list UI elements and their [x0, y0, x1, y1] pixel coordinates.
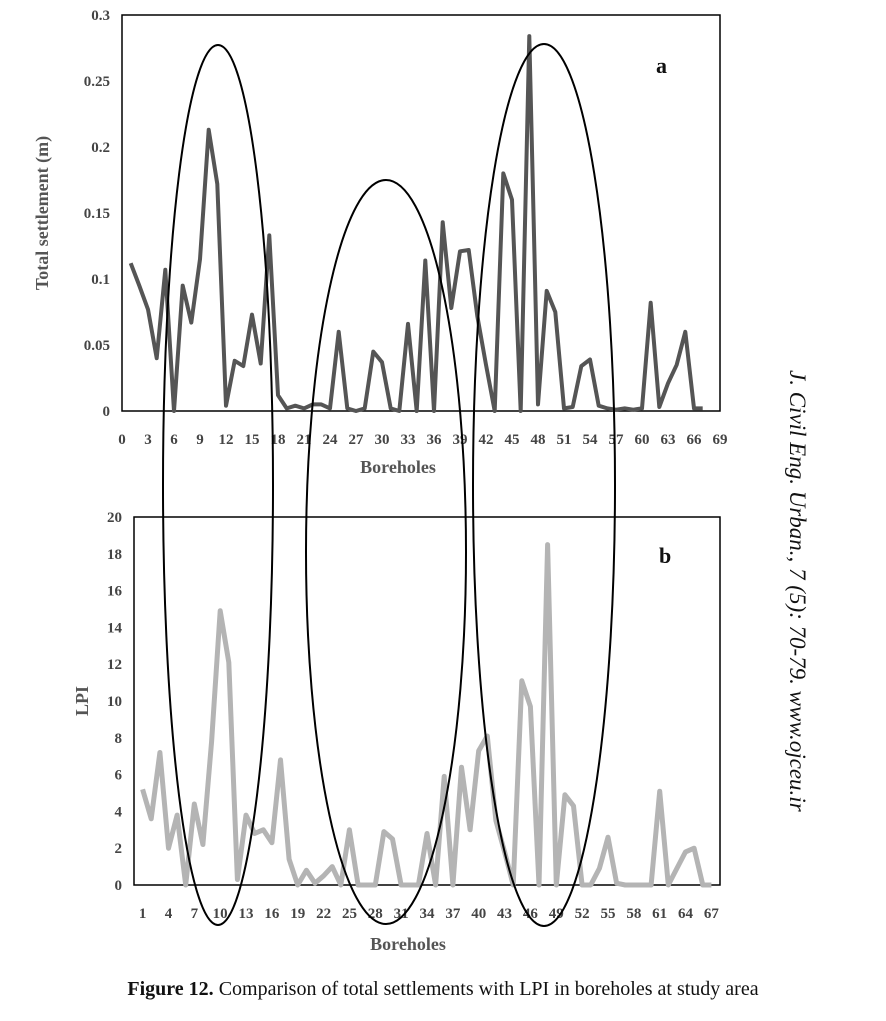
panel-b-x-tick-label: 1 [139, 906, 147, 922]
panel-a-x-tick-label: 12 [219, 432, 234, 448]
panel-b-x-tick-label: 7 [191, 906, 199, 922]
panel-b-x-tick-label: 43 [497, 906, 512, 922]
panel-a-x-tick-label: 69 [713, 432, 728, 448]
panel-b-y-ticks: 0 2 4 6 8 10 12 14 16 18 20 [107, 510, 123, 894]
panel-a-x-tick-label: 6 [170, 432, 178, 448]
panel-b-x-tick-label: 49 [549, 906, 564, 922]
panel-a-x-tick-label: 24 [323, 432, 339, 448]
panel-b-y-tick-label: 12 [107, 657, 122, 673]
panel-b-y-tick-label: 8 [115, 731, 123, 747]
panel-a-y-tick-label: 0.25 [84, 74, 110, 90]
panel-a-y-axis-title: Total settlement (m) [32, 136, 53, 290]
journal-reference-text: J. Civil Eng. Urban., 7 (5): 70-79. www.… [785, 370, 810, 812]
panel-a-y-tick-label: 0.1 [91, 272, 110, 288]
panel-a-label: a [656, 53, 667, 78]
panel-a-series-line [128, 34, 703, 413]
panel-a-x-tick-label: 66 [687, 432, 703, 448]
panel-a-x-tick-label: 48 [531, 432, 546, 448]
panel-b-y-axis-title: LPI [72, 686, 92, 716]
panel-b-plot-frame [133, 516, 721, 886]
panel-a-x-tick-label: 0 [118, 432, 126, 448]
annotation-ellipse-right [472, 43, 616, 927]
panel-a-x-tick-label: 15 [245, 432, 260, 448]
panel-b-x-tick-label: 10 [213, 906, 228, 922]
panel-b-x-tick-label: 19 [290, 906, 305, 922]
caption-text: Comparison of total settlements with LPI… [213, 978, 759, 1000]
panel-a-x-tick-label: 9 [196, 432, 204, 448]
panel-b-x-tick-label: 40 [471, 906, 486, 922]
panel-a-x-tick-label: 60 [635, 432, 650, 448]
panel-b-y-tick-label: 0 [115, 878, 123, 894]
panel-b-x-tick-label: 22 [316, 906, 331, 922]
panel-b-y-tick-label: 18 [107, 547, 122, 563]
panel-b-x-tick-label: 64 [678, 906, 694, 922]
panel-a-y-tick-label: 0.15 [84, 206, 110, 222]
panel-b-x-tick-label: 25 [342, 906, 357, 922]
panel-a-x-tick-label: 27 [349, 432, 365, 448]
panel-a-x-tick-label: 54 [583, 432, 599, 448]
panel-a-x-axis-title: Boreholes [360, 457, 436, 477]
panel-a-x-tick-label: 18 [271, 432, 286, 448]
panel-b-x-tick-label: 58 [626, 906, 641, 922]
panel-a-y-ticks: 0 0.05 0.1 0.15 0.2 0.25 0.3 [84, 8, 110, 420]
panel-b-x-tick-label: 46 [523, 906, 539, 922]
panel-b-y-tick-label: 10 [107, 694, 122, 710]
panel-b-y-tick-label: 6 [115, 768, 123, 784]
panel-a-y-tick-label: 0.2 [91, 140, 110, 156]
panel-a-x-tick-label: 21 [297, 432, 312, 448]
panel-a-x-tick-label: 33 [401, 432, 416, 448]
panel-a-x-ticks: 0 3 6 9 12 15 18 21 24 27 30 33 36 39 42 45 48 51 54 57 60 63… [118, 432, 727, 448]
panel-b-label: b [659, 543, 671, 568]
panel-b-x-tick-label: 55 [600, 906, 615, 922]
panel-a-chart: 00.050.10.150.20.250.3 0 3 6 9 12 15 18 21 24 27 3… [32, 8, 728, 477]
annotation-ellipse-middle [305, 179, 467, 925]
panel-b-x-tick-label: 31 [394, 906, 409, 922]
panel-b-x-tick-label: 13 [239, 906, 254, 922]
caption-label: Figure 12. [127, 978, 214, 1000]
annotation-ellipse-left [162, 44, 274, 926]
panel-b-y-tick-label: 2 [115, 841, 123, 857]
panel-a-x-tick-label: 63 [661, 432, 676, 448]
panel-a-x-tick-label: 3 [144, 432, 152, 448]
panel-b-y-tick-label: 14 [107, 620, 123, 636]
panel-b-y-tick-label: 20 [107, 510, 122, 526]
panel-a-x-tick-label: 45 [505, 432, 520, 448]
panel-a-y-tick-label: 0.05 [84, 338, 110, 354]
panel-b-x-tick-label: 34 [420, 906, 436, 922]
panel-b-x-axis-title: Boreholes [370, 934, 446, 954]
panel-b-series-line [140, 542, 712, 888]
panel-a-plot-frame [121, 14, 721, 412]
panel-b-x-tick-label: 16 [264, 906, 280, 922]
panel-b-x-tick-label: 67 [704, 906, 720, 922]
panel-a-x-tick-label: 57 [609, 432, 625, 448]
panel-a-x-tick-label: 39 [453, 432, 468, 448]
panel-b-x-tick-label: 52 [575, 906, 590, 922]
panel-b-x-tick-label: 4 [165, 906, 173, 922]
panel-b-x-tick-label: 37 [445, 906, 461, 922]
panel-a-x-tick-label: 42 [479, 432, 494, 448]
figure-caption: Figure 12. Comparison of total settlemen… [0, 978, 886, 1001]
panel-b-y-tick-label: 16 [107, 584, 123, 600]
panel-a-x-tick-label: 30 [375, 432, 390, 448]
panel-a-y-tick-label: 0 [103, 404, 111, 420]
panel-b-y-tick-label: 4 [115, 804, 123, 820]
panel-a-x-tick-label: 51 [557, 432, 572, 448]
journal-reference: J. Civil Eng. Urban., 7 (5): 70-79. www.… [785, 370, 830, 930]
panel-a-x-tick-label: 36 [427, 432, 443, 448]
panel-b-x-tick-label: 61 [652, 906, 667, 922]
panel-b-x-ticks: 1 4 7 10 13 16 19 22 25 28 31 34 37 40 43 46 49 52 55 58 61 6… [139, 906, 720, 922]
panel-a-y-tick-label: 0.3 [91, 8, 110, 24]
